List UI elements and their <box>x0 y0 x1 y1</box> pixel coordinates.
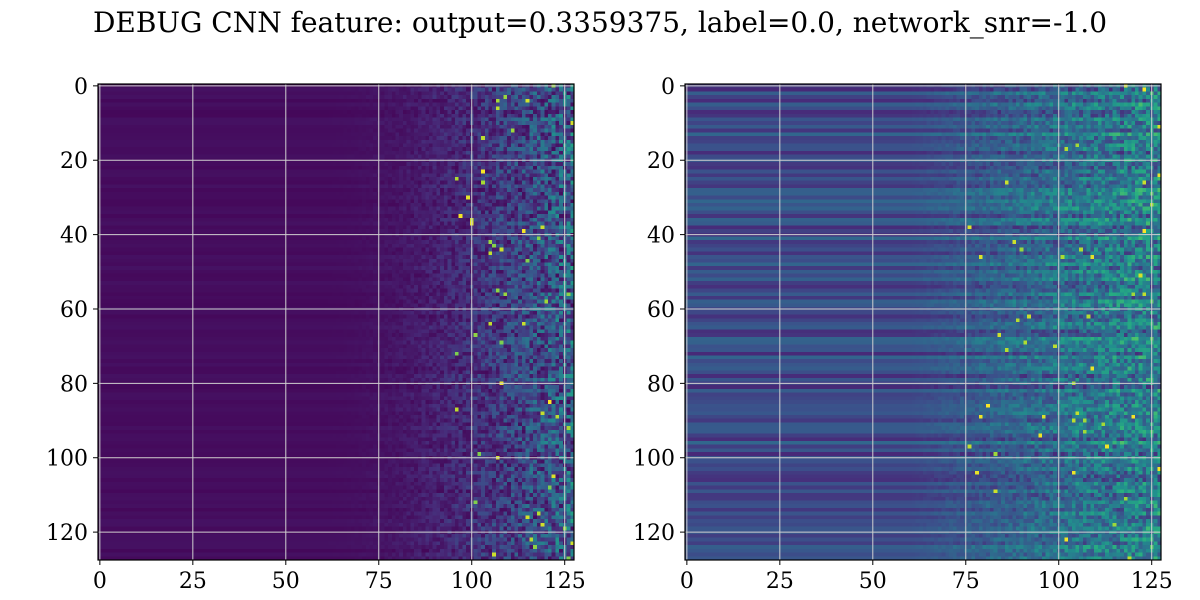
x-tick-label: 125 <box>1131 569 1173 594</box>
y-tick-label: 40 <box>647 224 675 249</box>
y-tick-label: 80 <box>647 372 675 397</box>
y-tick-label: 0 <box>74 75 88 100</box>
x-tick-label: 0 <box>680 569 694 594</box>
x-tick-label: 75 <box>365 569 393 594</box>
heatmap-panel-right: 0 25 50 75 100 125 0 20 40 60 80 100 120 <box>633 75 1173 594</box>
x-tick-label: 50 <box>272 569 300 594</box>
x-tick-label: 125 <box>544 569 586 594</box>
y-tick-label: 0 <box>661 75 675 100</box>
y-tick-label: 80 <box>60 372 88 397</box>
y-tick-label: 120 <box>46 521 88 546</box>
y-tick-label: 60 <box>647 298 675 323</box>
heatmap-panel-left: 0 25 50 75 100 125 0 20 40 60 80 100 120 <box>46 75 586 594</box>
y-tick-label: 40 <box>60 224 88 249</box>
chart-title: DEBUG CNN feature: output=0.3359375, lab… <box>92 6 1108 39</box>
x-tick-label: 50 <box>859 569 887 594</box>
x-tick-label: 0 <box>93 569 107 594</box>
y-tick-label: 20 <box>647 149 675 174</box>
y-tick-label: 100 <box>633 447 675 472</box>
x-tick-label: 75 <box>952 569 980 594</box>
y-tick-label: 100 <box>46 447 88 472</box>
x-tick-label: 25 <box>766 569 794 594</box>
x-tick-label: 25 <box>179 569 207 594</box>
heatmap-image <box>98 84 574 560</box>
heatmap-image <box>685 84 1161 560</box>
x-tick-label: 100 <box>1038 569 1080 594</box>
y-tick-label: 120 <box>633 521 675 546</box>
y-tick-label: 20 <box>60 149 88 174</box>
plot-frame <box>684 83 1162 561</box>
x-tick-label: 100 <box>451 569 493 594</box>
y-tick-label: 60 <box>60 298 88 323</box>
plot-frame <box>97 83 575 561</box>
